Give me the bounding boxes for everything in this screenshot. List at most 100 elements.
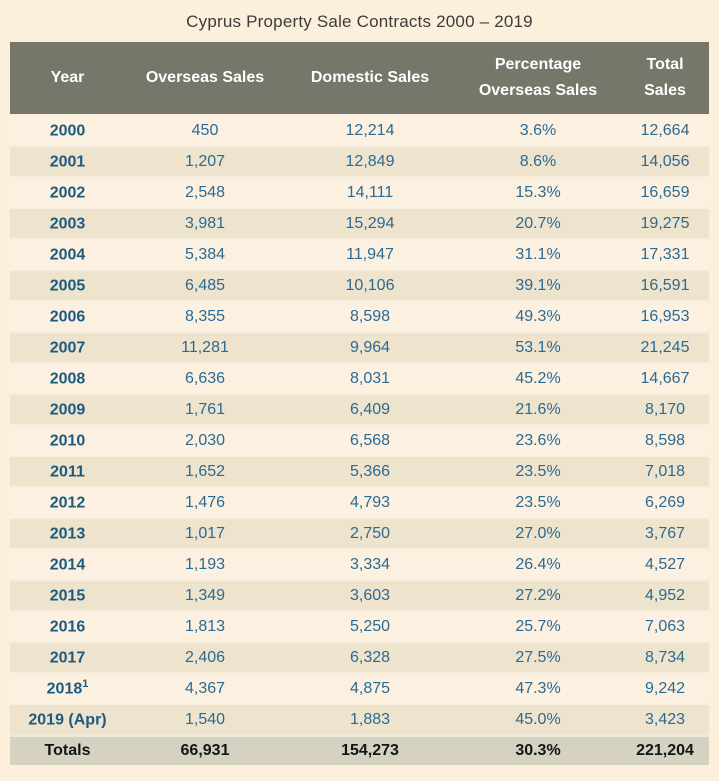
table-row: 2002 2,548 14,111 15.3% 16,659 [10,176,709,208]
total-cell: 8,598 [621,424,709,456]
page-title: Cyprus Property Sale Contracts 2000 – 20… [186,12,533,31]
year-cell: 2000 [10,114,125,146]
year-cell: 2004 [10,238,125,270]
totals-overseas-cell: 66,931 [125,734,285,765]
domestic-cell: 8,598 [285,300,455,332]
overseas-cell: 1,813 [125,610,285,642]
domestic-cell: 4,793 [285,486,455,518]
pct-cell: 8.6% [455,145,621,177]
table-row: 2004 5,384 11,947 31.1% 17,331 [10,238,709,270]
year-label: 2011 [50,463,85,481]
year-cell: 20181 [10,672,125,704]
totals-total-cell: 221,204 [621,734,709,765]
total-cell: 12,664 [621,114,709,146]
domestic-cell: 12,214 [285,114,455,146]
total-cell: 14,056 [621,145,709,177]
total-cell: 17,331 [621,238,709,270]
header-row: Year Overseas Sales Domestic Sales Perce… [10,42,709,116]
year-label: 2019 (Apr) [28,711,107,729]
pct-cell: 27.5% [455,641,621,673]
year-cell: 2017 [10,641,125,673]
domestic-cell: 14,111 [285,176,455,208]
domestic-cell: 8,031 [285,362,455,394]
totals-label-cell: Totals [10,734,125,765]
year-footnote: 1 [82,678,89,691]
pct-cell: 45.0% [455,703,621,736]
table-row: 2013 1,017 2,750 27.0% 3,767 [10,517,709,549]
table-row: 2010 2,030 6,568 23.6% 8,598 [10,424,709,456]
year-cell: 2013 [10,517,125,549]
total-cell: 16,659 [621,176,709,208]
total-cell: 4,527 [621,548,709,580]
pct-cell: 27.2% [455,579,621,611]
table-row: 2009 1,761 6,409 21.6% 8,170 [10,393,709,425]
overseas-cell: 6,636 [125,362,285,394]
column-header-year: Year [10,42,125,116]
year-label: 2003 [49,215,86,233]
table-row: 2001 1,207 12,849 8.6% 14,056 [10,145,709,177]
total-cell: 7,018 [621,455,709,487]
total-cell: 9,242 [621,672,709,704]
overseas-cell: 2,548 [125,176,285,208]
pct-cell: 26.4% [455,548,621,580]
year-cell: 2007 [10,331,125,363]
total-cell: 4,952 [621,579,709,611]
year-label: 2005 [49,277,86,295]
pct-cell: 21.6% [455,393,621,425]
table-row: 2014 1,193 3,334 26.4% 4,527 [10,548,709,580]
table-row: 2017 2,406 6,328 27.5% 8,734 [10,641,709,673]
year-label: 2008 [49,370,86,388]
totals-pct-cell: 30.3% [455,734,621,765]
overseas-cell: 4,367 [125,672,285,704]
overseas-cell: 5,384 [125,238,285,270]
pct-cell: 45.2% [455,362,621,394]
domestic-cell: 12,849 [285,145,455,177]
year-cell: 2015 [10,579,125,611]
total-cell: 16,953 [621,300,709,332]
table-row: 2005 6,485 10,106 39.1% 16,591 [10,269,709,301]
pct-cell: 27.0% [455,517,621,549]
table-row: 2019 (Apr) 1,540 1,883 45.0% 3,423 [10,703,709,736]
column-header-total-sales: Total Sales [621,42,709,116]
pct-cell: 49.3% [455,300,621,332]
total-cell: 3,423 [621,703,709,736]
year-label: 2012 [49,494,86,512]
year-cell: 2005 [10,269,125,301]
table-row: 2000 450 12,214 3.6% 12,664 [10,114,709,146]
year-cell: 2006 [10,300,125,332]
year-cell: 2019 (Apr) [10,703,125,736]
overseas-cell: 1,476 [125,486,285,518]
domestic-cell: 2,750 [285,517,455,549]
table-row: 20181 4,367 4,875 47.3% 9,242 [10,672,709,704]
domestic-cell: 5,366 [285,455,455,487]
overseas-cell: 1,207 [125,145,285,177]
overseas-cell: 1,017 [125,517,285,549]
domestic-cell: 3,334 [285,548,455,580]
overseas-cell: 2,030 [125,424,285,456]
table-row: 2006 8,355 8,598 49.3% 16,953 [10,300,709,332]
domestic-cell: 6,328 [285,641,455,673]
overseas-cell: 3,981 [125,207,285,239]
overseas-cell: 6,485 [125,269,285,301]
total-cell: 19,275 [621,207,709,239]
year-cell: 2008 [10,362,125,394]
pct-cell: 25.7% [455,610,621,642]
year-label: 2014 [49,556,86,574]
total-cell: 8,734 [621,641,709,673]
year-label: 2010 [49,432,86,450]
year-label: 2006 [49,308,86,326]
pct-cell: 23.5% [455,486,621,518]
total-cell: 21,245 [621,331,709,363]
domestic-cell: 1,883 [285,703,455,736]
overseas-cell: 1,540 [125,703,285,736]
table-row: 2003 3,981 15,294 20.7% 19,275 [10,207,709,239]
pct-cell: 47.3% [455,672,621,704]
total-cell: 14,667 [621,362,709,394]
year-label: 2015 [49,587,86,605]
table-row: 2008 6,636 8,031 45.2% 14,667 [10,362,709,394]
column-header-percentage-overseas-sales: Percentage Overseas Sales [455,42,621,116]
overseas-cell: 1,652 [125,455,285,487]
table-row: 2007 11,281 9,964 53.1% 21,245 [10,331,709,363]
year-label: 2000 [49,122,86,140]
year-label: 2013 [49,525,86,543]
